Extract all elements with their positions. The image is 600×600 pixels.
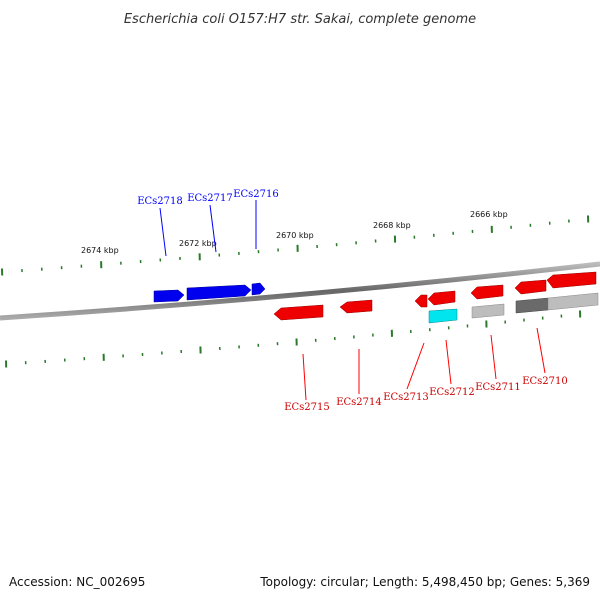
gene-label-ecs2714[interactable]: ECs2714 (336, 397, 382, 408)
kbp-label-2672: 2672 kbp (179, 239, 217, 248)
gene-label-ecs2712[interactable]: ECs2712 (429, 387, 475, 398)
gene-ecs2710-arrow-b[interactable] (546, 271, 597, 289)
genome-backbone (0, 261, 600, 321)
gene-ecs2711-feature[interactable] (471, 303, 505, 319)
gene-ecs2711-arrow[interactable] (470, 284, 504, 300)
gene-label-ecs2718[interactable]: ECs2718 (137, 196, 183, 207)
reverse-genes (273, 271, 599, 324)
topology-text: Topology: circular; Length: 5,498,450 bp… (259, 575, 590, 589)
gene-label-ecs2713[interactable]: ECs2713 (383, 392, 429, 403)
gene-label-ecs2710[interactable]: ECs2710 (522, 376, 568, 387)
gene-ecs2714-arrow[interactable] (339, 299, 373, 314)
forward-gene-labels: ECs2718 ECs2717 ECs2716 (137, 189, 279, 207)
kbp-label-2670: 2670 kbp (276, 231, 314, 240)
gene-ecs2710-feature-dark[interactable] (515, 297, 549, 314)
reverse-leaders (302, 327, 546, 401)
inner-tick-arc (5, 310, 582, 368)
gene-ecs2710-feature-light[interactable] (547, 292, 599, 311)
gene-ecs2712-arrow[interactable] (427, 290, 456, 306)
map-title: Escherichia coli O157:H7 str. Sakai, com… (124, 12, 476, 27)
kbp-labels: 2674 kbp 2672 kbp 2670 kbp 2668 kbp 2666… (81, 210, 508, 255)
leader-ecs2713 (406, 342, 425, 390)
reverse-gene-labels: ECs2715 ECs2714 ECs2713 ECs2712 ECs2711 … (284, 376, 568, 413)
gene-ecs2715-arrow[interactable] (273, 304, 324, 321)
gene-ecs2713-arrow[interactable] (414, 294, 428, 308)
gene-ecs2718-arrow[interactable] (153, 289, 185, 303)
gene-ecs2712-feature[interactable] (428, 308, 458, 324)
leader-ecs2712 (445, 339, 452, 385)
leader-ecs2710 (536, 327, 546, 374)
kbp-label-2668: 2668 kbp (373, 221, 411, 230)
kbp-label-2666: 2666 kbp (470, 210, 508, 219)
kbp-label-2674: 2674 kbp (81, 246, 119, 255)
gene-ecs2710-arrow-a[interactable] (514, 279, 547, 295)
gene-label-ecs2716[interactable]: ECs2716 (233, 189, 279, 200)
gene-label-ecs2715[interactable]: ECs2715 (284, 402, 330, 413)
forward-leaders (159, 200, 257, 257)
leader-ecs2718 (159, 207, 167, 257)
gene-label-ecs2717[interactable]: ECs2717 (187, 193, 233, 204)
leader-ecs2715 (302, 353, 307, 401)
outer-tick-arc (1, 215, 590, 276)
gene-label-ecs2711[interactable]: ECs2711 (475, 382, 521, 393)
gene-ecs2717-arrow[interactable] (186, 284, 252, 301)
accession-text: Accession: NC_002695 (9, 575, 145, 589)
forward-genes (153, 282, 266, 303)
leader-ecs2711 (490, 334, 497, 380)
gene-ecs2716-arrow[interactable] (251, 282, 266, 296)
leader-ecs2717 (209, 204, 217, 253)
